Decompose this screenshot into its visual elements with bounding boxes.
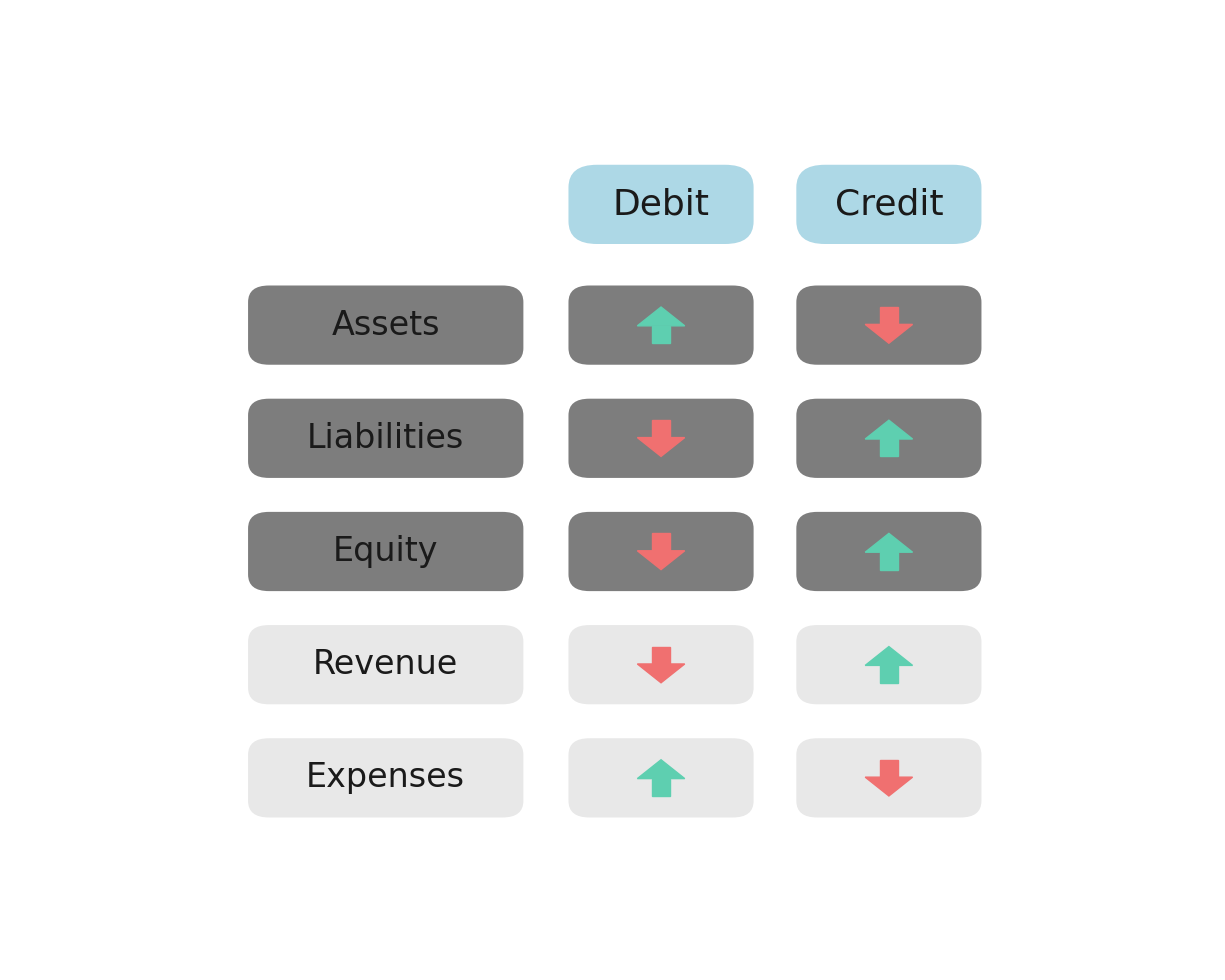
Text: Expenses: Expenses — [306, 761, 466, 795]
Polygon shape — [637, 307, 685, 325]
Polygon shape — [637, 664, 685, 683]
Text: Credit: Credit — [834, 187, 943, 221]
FancyBboxPatch shape — [796, 399, 981, 478]
Text: Assets: Assets — [332, 309, 440, 342]
Polygon shape — [880, 552, 898, 569]
FancyBboxPatch shape — [796, 512, 981, 591]
FancyBboxPatch shape — [796, 165, 981, 244]
FancyBboxPatch shape — [247, 625, 523, 705]
Polygon shape — [652, 325, 670, 343]
Polygon shape — [637, 760, 685, 778]
FancyBboxPatch shape — [568, 165, 753, 244]
FancyBboxPatch shape — [796, 285, 981, 365]
FancyBboxPatch shape — [568, 738, 753, 817]
FancyBboxPatch shape — [568, 285, 753, 365]
Polygon shape — [652, 533, 670, 551]
Text: Liabilities: Liabilities — [307, 421, 464, 455]
Polygon shape — [865, 777, 913, 796]
FancyBboxPatch shape — [247, 738, 523, 817]
Polygon shape — [880, 439, 898, 457]
Polygon shape — [865, 324, 913, 343]
FancyBboxPatch shape — [796, 738, 981, 817]
Polygon shape — [880, 307, 898, 324]
Text: Revenue: Revenue — [314, 648, 458, 681]
FancyBboxPatch shape — [568, 512, 753, 591]
FancyBboxPatch shape — [247, 399, 523, 478]
Polygon shape — [880, 665, 898, 683]
Polygon shape — [865, 647, 913, 665]
Polygon shape — [652, 420, 670, 438]
Polygon shape — [652, 647, 670, 664]
Polygon shape — [880, 760, 898, 777]
FancyBboxPatch shape — [568, 625, 753, 705]
FancyBboxPatch shape — [568, 399, 753, 478]
Polygon shape — [652, 778, 670, 796]
Polygon shape — [637, 438, 685, 457]
Text: Debit: Debit — [612, 187, 709, 221]
FancyBboxPatch shape — [247, 512, 523, 591]
Polygon shape — [637, 551, 685, 569]
Polygon shape — [865, 533, 913, 552]
Polygon shape — [865, 420, 913, 439]
FancyBboxPatch shape — [796, 625, 981, 705]
FancyBboxPatch shape — [247, 285, 523, 365]
Text: Equity: Equity — [333, 535, 439, 568]
